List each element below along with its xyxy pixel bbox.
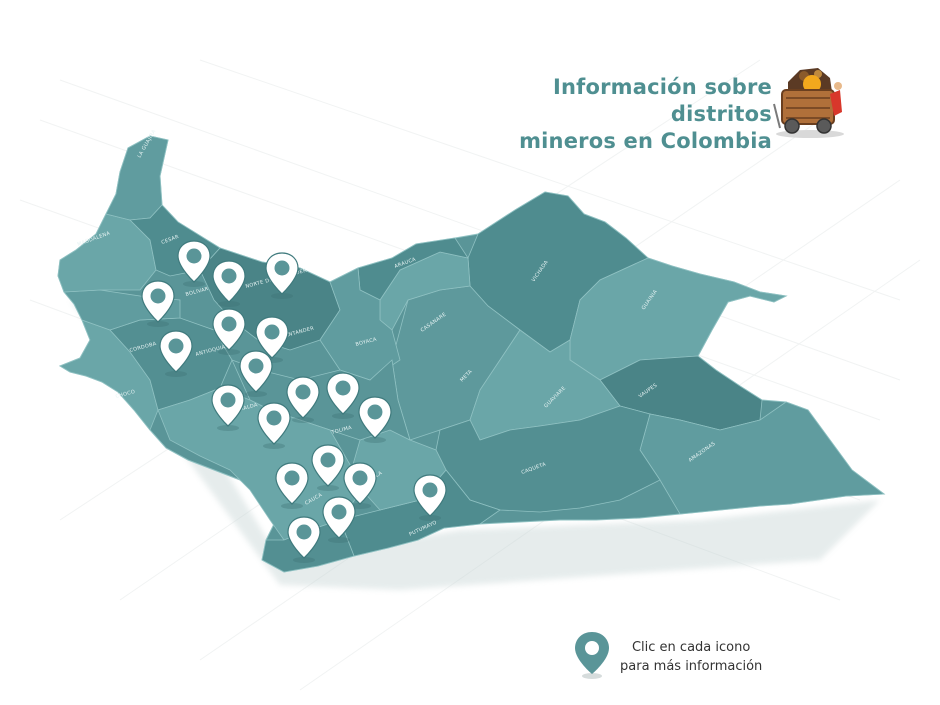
- region-amazonas: [639, 401, 886, 515]
- mining-district-pin[interactable]: [177, 240, 211, 287]
- mining-district-pin[interactable]: [413, 474, 447, 521]
- mining-district-pin[interactable]: [239, 350, 273, 397]
- map-shadow: [70, 300, 880, 590]
- department-label: BOLIVAR: [185, 286, 210, 298]
- mining-cart-icon: [773, 68, 844, 138]
- mining-district-pin[interactable]: [287, 516, 321, 563]
- mining-district-pin[interactable]: [265, 252, 299, 299]
- department-label: CHOCO: [115, 389, 136, 400]
- legend: Clic en cada icono para más información: [572, 630, 792, 680]
- legend-line-1: Clic en cada icono: [631, 640, 751, 655]
- department-label: BOYACA: [355, 336, 378, 347]
- region-guainia: [569, 257, 788, 381]
- mining-district-pin[interactable]: [141, 280, 175, 327]
- mining-district-pin[interactable]: [326, 372, 360, 419]
- legend-line-2: para más información: [620, 659, 763, 674]
- region-boyaca: [319, 267, 401, 381]
- legend-text: Clic en cada icono para más información: [620, 638, 762, 676]
- mining-district-pin[interactable]: [275, 462, 309, 509]
- mining-district-pin[interactable]: [212, 308, 246, 355]
- mining-district-pin[interactable]: [212, 260, 246, 307]
- mining-district-pin[interactable]: [311, 444, 345, 491]
- location-pin-icon: [575, 632, 609, 679]
- mining-district-pin[interactable]: [255, 316, 289, 363]
- mining-district-pin[interactable]: [211, 384, 245, 431]
- department-label: TOLIMA: [330, 425, 353, 437]
- title-line-2: mineros en Colombia: [519, 129, 772, 153]
- title-line-1: Información sobre distritos: [552, 75, 772, 126]
- mining-district-pin[interactable]: [343, 462, 377, 509]
- region-guajira: [105, 135, 169, 221]
- department-label: CESAR: [161, 234, 180, 246]
- mining-district-pin[interactable]: [358, 396, 392, 443]
- page-title: Información sobre distritos mineros en C…: [452, 74, 772, 155]
- mining-district-pin[interactable]: [286, 376, 320, 423]
- mining-district-pins: [141, 240, 447, 563]
- mining-district-pin[interactable]: [322, 496, 356, 543]
- mining-district-pin[interactable]: [257, 402, 291, 449]
- mining-district-pin[interactable]: [159, 330, 193, 377]
